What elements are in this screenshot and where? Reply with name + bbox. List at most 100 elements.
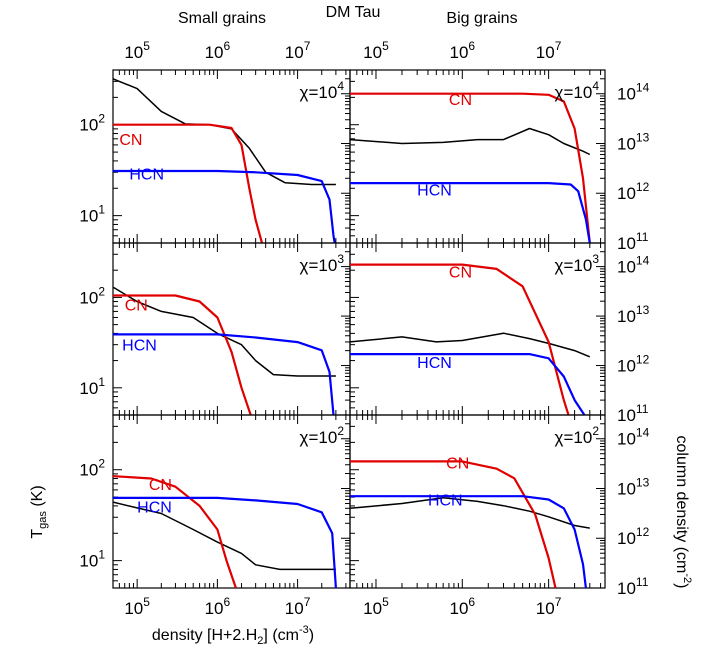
tick-exp: 11 — [636, 230, 649, 244]
tick-exp: 7 — [555, 39, 562, 53]
y-tick-label-right: 1013 — [617, 475, 650, 498]
tick-exp: 13 — [636, 475, 650, 489]
tick-base: 10 — [363, 599, 382, 618]
tick-base: 10 — [79, 461, 98, 480]
series-cn-line — [350, 460, 557, 588]
tick-base: 10 — [79, 552, 98, 571]
series-label-hcn: HCN — [129, 166, 164, 183]
tick-base: 10 — [617, 258, 636, 277]
series-tgas-line — [350, 127, 591, 156]
tick-exp: 11 — [636, 575, 649, 589]
chi-label: χ=102 — [555, 424, 600, 447]
series-cn-line — [113, 123, 264, 243]
x-axis-label: density [H+2.H2] (cm-3) — [152, 624, 314, 647]
series-label-cn: CN — [119, 132, 142, 149]
series-label-hcn: HCN — [122, 337, 157, 354]
chi-exponent: 4 — [592, 79, 599, 93]
tick-exp: 7 — [555, 595, 562, 609]
y-tick-label-left: 102 — [79, 112, 105, 135]
column-title-left: Small grains — [178, 10, 266, 27]
chi-text: χ=10 — [300, 256, 338, 275]
tick-base: 10 — [536, 43, 555, 62]
y-tick-label-right: 1011 — [617, 575, 649, 598]
tick-exp: 1 — [98, 548, 105, 562]
series-label-cn: CN — [449, 92, 472, 109]
series-group — [350, 460, 590, 588]
tick-exp: 2 — [98, 284, 105, 298]
y-tick-label-right: 1013 — [617, 130, 650, 153]
tick-exp: 14 — [636, 254, 650, 268]
series-tgas-line — [113, 286, 336, 377]
y-tick-label-right: 1012 — [617, 180, 650, 203]
tick-base: 10 — [285, 599, 304, 618]
chi-exponent: 3 — [592, 252, 599, 266]
series-hcn-line — [350, 495, 587, 588]
tick-exp: 6 — [223, 39, 230, 53]
chi-label: χ=104 — [300, 79, 345, 102]
tick-base: 10 — [205, 43, 224, 62]
chi-text: χ=10 — [555, 256, 593, 275]
x-tick-label-top: 107 — [536, 39, 562, 62]
panel-frame — [349, 414, 606, 589]
series-cn-line — [350, 92, 591, 243]
tick-base: 10 — [617, 134, 636, 153]
y-tick-label-right: 1011 — [617, 230, 649, 253]
series-cn-line — [113, 475, 237, 588]
y-tick-label-right: 1011 — [617, 402, 649, 425]
y-tick-label-left: 102 — [79, 284, 105, 307]
tick-base: 10 — [285, 43, 304, 62]
chi-text: χ=10 — [300, 83, 338, 102]
y-tick-label-left: 101 — [79, 548, 105, 571]
chi-exponent: 2 — [592, 424, 599, 438]
y-tick-label-left: 101 — [79, 203, 105, 226]
tick-base: 10 — [617, 430, 636, 449]
tick-base: 10 — [617, 307, 636, 326]
tick-exp: 1 — [98, 203, 105, 217]
chi-exponent: 2 — [337, 424, 344, 438]
tick-base: 10 — [617, 579, 636, 598]
y-tick-label-right: 1014 — [617, 426, 650, 449]
chi-text: χ=10 — [555, 428, 593, 447]
tick-exp: 1 — [98, 375, 105, 389]
y-axis-label-left: Tgas (K) — [29, 485, 49, 538]
y-tick-label-right: 1014 — [617, 81, 650, 104]
y-tick-label-left: 102 — [79, 457, 105, 480]
series-label-hcn: HCN — [417, 183, 452, 200]
tick-exp: 12 — [636, 180, 650, 194]
series-label-hcn: HCN — [417, 355, 452, 372]
series-cn-line — [350, 263, 570, 415]
tick-exp: 13 — [636, 303, 650, 317]
series-label-hcn: HCN — [428, 493, 463, 510]
chi-label: χ=103 — [555, 252, 600, 275]
tick-base: 10 — [79, 207, 98, 226]
chi-label: χ=102 — [300, 424, 345, 447]
x-tick-label-bottom: 107 — [536, 595, 562, 618]
tick-exp: 11 — [636, 402, 649, 416]
tick-base: 10 — [617, 234, 636, 253]
series-label-cn: CN — [149, 477, 172, 494]
tick-exp: 5 — [382, 595, 389, 609]
tick-exp: 2 — [98, 112, 105, 126]
series-tgas-line — [113, 501, 336, 571]
y-tick-label-left: 101 — [79, 375, 105, 398]
tick-base: 10 — [617, 85, 636, 104]
x-tick-label-top: 105 — [124, 39, 150, 62]
series-hcn-line — [350, 353, 586, 415]
y-tick-label-right: 1012 — [617, 525, 650, 548]
series-group — [350, 263, 591, 415]
x-tick-label-bottom: 105 — [363, 595, 389, 618]
series-group — [113, 286, 336, 415]
series-label-cn: CN — [446, 456, 469, 473]
x-tick-label-bottom: 106 — [205, 595, 231, 618]
series-group — [350, 92, 591, 243]
y-tick-label-right: 1012 — [617, 353, 650, 376]
series-hcn-line — [113, 169, 336, 243]
series-tgas-line — [350, 332, 591, 358]
figure-title: DM Tau — [326, 4, 381, 21]
